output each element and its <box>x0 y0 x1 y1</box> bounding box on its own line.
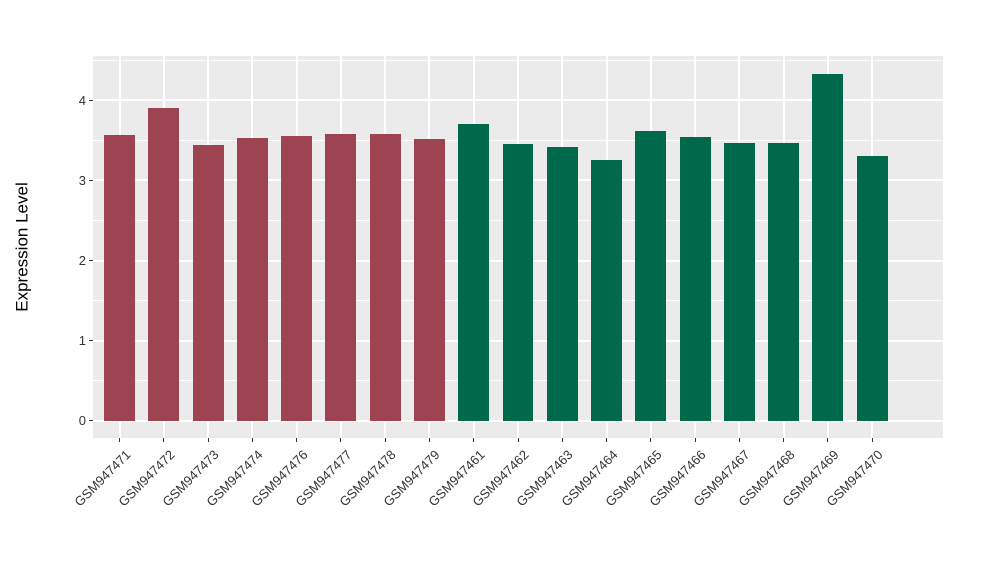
bar-GSM947470 <box>856 155 888 421</box>
bar-GSM947468 <box>768 142 800 421</box>
x-tick-mark <box>694 438 696 442</box>
x-tick-mark <box>783 438 785 442</box>
bar-GSM947478 <box>369 134 401 421</box>
x-tick-mark <box>428 438 430 442</box>
x-tick-mark <box>163 438 165 442</box>
x-tick-mark <box>384 438 386 442</box>
x-tick-mark <box>340 438 342 442</box>
bar-GSM947476 <box>281 136 313 421</box>
x-tick-mark <box>517 438 519 442</box>
bar-GSM947473 <box>192 145 224 421</box>
y-tick-mark <box>89 260 93 262</box>
y-axis-title-text: Expression Level <box>13 182 32 312</box>
bar-GSM947465 <box>635 130 667 421</box>
bar-GSM947479 <box>413 138 445 421</box>
y-tick-label-0: 0 <box>78 413 86 429</box>
bar-GSM947467 <box>723 142 755 421</box>
x-tick-mark <box>561 438 563 442</box>
y-tick-mark <box>89 340 93 342</box>
y-tick-label-2: 2 <box>78 253 86 269</box>
x-tick-mark <box>207 438 209 442</box>
bar-GSM947472 <box>148 107 180 421</box>
y-tick-mark <box>89 179 93 181</box>
plot-panel <box>93 56 943 438</box>
bar-GSM947474 <box>236 138 268 421</box>
bar-GSM947471 <box>104 134 136 421</box>
x-tick-mark <box>650 438 652 442</box>
bar-GSM947463 <box>546 146 578 421</box>
bar-GSM947464 <box>591 160 623 421</box>
y-tick-mark <box>89 420 93 422</box>
x-tick-mark <box>871 438 873 442</box>
x-tick-mark <box>738 438 740 442</box>
x-tick-mark <box>606 438 608 442</box>
bar-GSM947462 <box>502 144 534 421</box>
bar-GSM947461 <box>458 124 490 421</box>
bar-GSM947466 <box>679 137 711 421</box>
y-tick-label-4: 4 <box>78 92 86 108</box>
y-tick-mark <box>89 99 93 101</box>
bar-GSM947477 <box>325 134 357 421</box>
y-axis-title: Expression Level <box>8 56 38 438</box>
y-tick-label-1: 1 <box>78 333 86 349</box>
bar-GSM947469 <box>812 74 844 421</box>
x-tick-mark <box>119 438 121 442</box>
y-tick-label-3: 3 <box>78 172 86 188</box>
x-tick-mark <box>296 438 298 442</box>
x-tick-mark <box>251 438 253 442</box>
x-tick-mark <box>473 438 475 442</box>
x-tick-mark <box>827 438 829 442</box>
